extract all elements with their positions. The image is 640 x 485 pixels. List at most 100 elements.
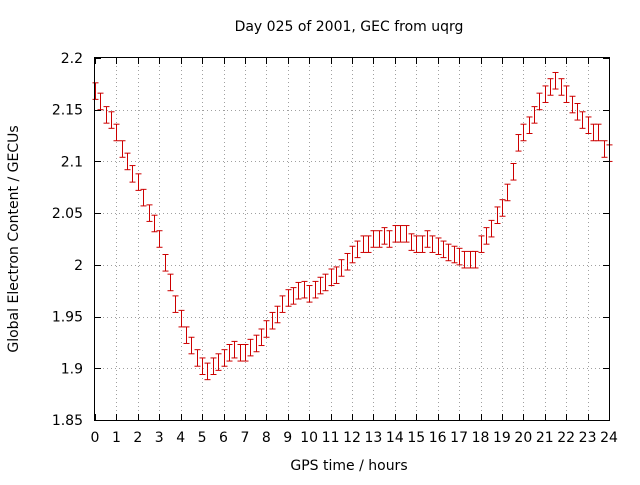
data-point xyxy=(178,309,185,328)
data-point xyxy=(124,152,131,171)
data-point xyxy=(119,140,126,158)
data-point xyxy=(231,340,238,359)
data-point xyxy=(322,273,329,292)
y-tick-label: 2.05 xyxy=(52,206,83,222)
y-tick-label: 1.95 xyxy=(52,310,83,326)
data-point xyxy=(504,183,511,202)
data-point xyxy=(595,123,602,142)
data-point xyxy=(146,204,153,222)
x-tick-label: 10 xyxy=(300,430,318,446)
y-tick-label: 2.1 xyxy=(61,154,83,170)
data-point xyxy=(301,280,308,299)
data-point xyxy=(579,111,586,129)
data-point xyxy=(263,320,270,338)
data-point xyxy=(419,235,426,253)
data-point xyxy=(167,273,174,292)
data-point xyxy=(397,225,404,243)
data-point xyxy=(295,281,302,300)
data-point xyxy=(135,173,142,191)
data-point xyxy=(258,328,265,347)
x-tick-label: 23 xyxy=(579,430,597,446)
data-point xyxy=(199,357,206,375)
x-tick-label: 1 xyxy=(112,430,121,446)
data-point xyxy=(381,227,388,245)
data-point xyxy=(386,230,393,248)
y-axis-label: Global Electron Content / GECUs xyxy=(6,125,22,352)
data-point xyxy=(440,240,447,259)
tick-layer: 0 1 2 3 4 5 6 7 8 9 10 11 12 13 14 15 16 17 18 19 20 21 22 23 24… xyxy=(52,51,618,446)
data-point xyxy=(445,243,452,262)
data-point xyxy=(312,280,319,299)
data-layer xyxy=(92,71,613,381)
x-tick-label: 17 xyxy=(450,430,468,446)
data-point xyxy=(392,225,399,243)
y-tick-label: 2.2 xyxy=(61,51,83,67)
x-tick-label: 24 xyxy=(600,430,618,446)
data-point xyxy=(269,311,276,330)
data-point xyxy=(531,106,538,124)
x-tick-label: 20 xyxy=(514,430,532,446)
x-tick-label: 15 xyxy=(407,430,425,446)
data-point xyxy=(360,235,367,253)
data-point xyxy=(376,230,383,248)
data-point xyxy=(510,162,517,181)
data-point xyxy=(215,353,222,371)
x-tick-label: 22 xyxy=(557,430,575,446)
data-point xyxy=(472,250,479,269)
data-point xyxy=(183,326,190,344)
data-point xyxy=(349,245,356,264)
data-point xyxy=(279,295,286,313)
data-point xyxy=(247,338,254,357)
data-point xyxy=(520,123,527,142)
data-point xyxy=(97,92,104,111)
data-point xyxy=(226,343,233,362)
x-tick-label: 4 xyxy=(176,430,185,446)
x-axis-label: GPS time / hours xyxy=(290,458,407,474)
grid-layer xyxy=(95,58,609,420)
data-point xyxy=(221,349,228,367)
data-point xyxy=(403,225,410,243)
plot-frame xyxy=(94,57,610,421)
data-point xyxy=(140,188,147,207)
data-point xyxy=(536,92,543,111)
x-tick-label: 6 xyxy=(219,430,228,446)
data-point xyxy=(552,71,559,90)
data-point xyxy=(365,235,372,253)
data-point xyxy=(461,250,468,269)
data-point xyxy=(601,140,608,158)
data-point xyxy=(333,266,340,284)
data-point xyxy=(204,362,211,381)
data-point xyxy=(542,85,549,103)
data-point xyxy=(478,235,485,253)
x-tick-label: 7 xyxy=(240,430,249,446)
data-point xyxy=(328,268,335,287)
data-point xyxy=(156,230,163,248)
y-tick-label: 1.85 xyxy=(52,413,83,429)
data-point xyxy=(569,95,576,114)
data-point xyxy=(113,123,120,142)
data-point xyxy=(210,357,217,375)
data-point xyxy=(172,295,179,313)
data-point xyxy=(188,336,195,355)
data-point xyxy=(253,334,260,353)
data-point xyxy=(242,343,249,362)
y-tick-label: 2.15 xyxy=(52,103,83,119)
data-point xyxy=(129,165,136,183)
data-point xyxy=(515,134,522,152)
x-tick-label: 2 xyxy=(133,430,142,446)
data-point xyxy=(483,227,490,245)
data-point xyxy=(306,285,313,303)
x-tick-label: 11 xyxy=(322,430,340,446)
x-tick-label: 21 xyxy=(536,430,554,446)
data-point xyxy=(92,82,99,100)
data-point xyxy=(413,235,420,253)
x-tick-label: 14 xyxy=(386,430,404,446)
data-point xyxy=(344,252,351,271)
data-point xyxy=(488,219,495,238)
data-point xyxy=(108,111,115,129)
x-tick-label: 5 xyxy=(198,430,207,446)
data-point xyxy=(456,247,463,266)
data-point xyxy=(408,233,415,251)
data-point xyxy=(237,343,244,362)
